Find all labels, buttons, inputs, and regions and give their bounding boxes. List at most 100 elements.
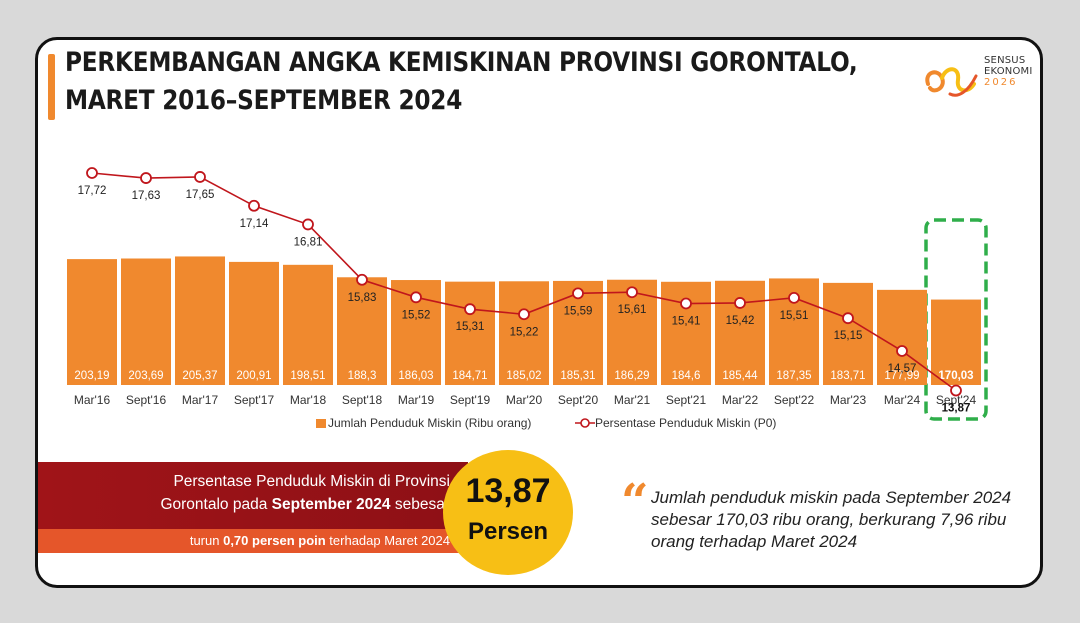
line-point-9 (572, 287, 584, 300)
bar-label-16: 170,03 (938, 370, 973, 382)
summary-subbanner-text: turun 0,70 persen poin terhadap Maret 20… (190, 533, 450, 548)
x-tick-16: Sept'24 (936, 393, 977, 407)
sub-pre: turun (189, 533, 224, 548)
bar-label-14: 183,71 (830, 370, 865, 382)
bar-label-6: 186,03 (398, 370, 433, 382)
line-point-7 (464, 303, 476, 316)
x-tick-10: Mar'21 (614, 393, 651, 407)
line-label-1: 17,63 (132, 190, 161, 202)
line-label-4: 16,81 (294, 236, 323, 248)
x-tick-11: Sept'21 (666, 393, 707, 407)
bar-5 (337, 277, 387, 385)
line-point-13 (788, 291, 800, 304)
bar-label-7: 184,71 (452, 370, 487, 382)
line-point-0 (86, 167, 98, 179)
x-tick-3: Sept'17 (234, 393, 275, 407)
x-tick-4: Mar'18 (290, 393, 327, 407)
bar-label-9: 185,31 (560, 370, 595, 382)
bar-7 (445, 281, 495, 385)
bar-label-10: 186,29 (614, 370, 649, 382)
bar-label-3: 200,91 (236, 370, 271, 382)
legend-line-label: Persentase Penduduk Miskin (P0) (595, 416, 776, 430)
legend-bar-label: Jumlah Penduduk Miskin (Ribu orang) (328, 416, 531, 430)
quote-text: Jumlah penduduk miskin pada September 20… (651, 488, 1012, 551)
bar-16 (931, 299, 981, 385)
legend-line-marker (580, 418, 590, 428)
line-label-0: 17,72 (78, 185, 107, 197)
bar-label-0: 203,19 (74, 370, 109, 382)
bar-2 (175, 256, 225, 385)
x-tick-14: Mar'23 (830, 393, 867, 407)
highlight-value-circle: 13,87 Persen (443, 450, 573, 575)
summary-subbanner: turun 0,70 persen poin terhadap Maret 20… (38, 529, 468, 553)
title-line-2: MARET 2016–SEPTEMBER 2024 (65, 85, 463, 116)
line-label-15: 14,57 (888, 363, 917, 375)
line-point-10 (626, 286, 638, 299)
bar-label-5: 188,3 (348, 370, 377, 382)
line-point-14 (842, 312, 854, 325)
bar-4 (283, 264, 333, 385)
line-label-11: 15,41 (672, 316, 701, 328)
x-tick-9: Sept'20 (558, 393, 599, 407)
x-tick-15: Mar'24 (884, 393, 921, 407)
bar-label-4: 198,51 (290, 370, 325, 382)
line-label-2: 17,65 (186, 189, 215, 201)
bar-8 (499, 281, 549, 385)
line-point-11 (680, 297, 692, 310)
x-tick-1: Sept'16 (126, 393, 167, 407)
quote-icon: “ (621, 474, 649, 530)
line-label-12: 15,42 (726, 315, 755, 327)
x-tick-13: Sept'22 (774, 393, 815, 407)
logo-text-3: 2026 (984, 77, 1018, 88)
logo-text-2: EKONOMI (984, 66, 1033, 77)
summary-line-1: Persentase Penduduk Miskin di Provinsi (173, 473, 450, 490)
bar-15 (877, 289, 927, 385)
line-label-5: 15,83 (348, 292, 377, 304)
bar-3 (229, 261, 279, 385)
bar-label-1: 203,69 (128, 370, 163, 382)
x-tick-0: Mar'16 (74, 393, 111, 407)
summary-banner: Persentase Penduduk Miskin di Provinsi G… (38, 462, 468, 529)
line-point-8 (518, 308, 530, 321)
summary-line-2-post: sebesar (390, 496, 450, 513)
bar-label-11: 184,6 (672, 370, 701, 382)
line-point-15 (896, 345, 908, 357)
x-tick-6: Mar'19 (398, 393, 435, 407)
summary-line-2: Gorontalo pada September 2024 sebesar (50, 493, 450, 516)
bar-label-13: 187,35 (776, 370, 811, 382)
sub-bold: 0,70 persen poin (223, 533, 326, 548)
legend-bar-swatch (316, 419, 326, 428)
line-label-10: 15,61 (618, 304, 647, 316)
line-label-9: 15,59 (564, 305, 593, 317)
line-point-6 (410, 291, 422, 304)
page-title: PERKEMBANGAN ANGKA KEMISKINAN PROVINSI G… (65, 44, 858, 120)
logo-text-1: SENSUS (984, 55, 1026, 66)
poverty-chart: 203,19 Mar'16 203,69 Sept'16 205,37 Mar'17 200… (67, 167, 988, 430)
line-label-13: 15,51 (780, 310, 809, 322)
bar-label-8: 185,02 (506, 370, 541, 382)
line-point-5 (356, 273, 368, 286)
title-accent-bar (48, 54, 55, 120)
line-point-16 (950, 384, 962, 397)
bar-1 (121, 258, 171, 385)
bar-0 (67, 259, 117, 385)
line-label-8: 15,22 (510, 326, 539, 338)
line-point-4 (302, 218, 314, 231)
line-label-14: 15,15 (834, 330, 863, 342)
summary-banner-text: Persentase Penduduk Miskin di Provinsi G… (50, 470, 450, 516)
line-label-3: 17,14 (240, 218, 269, 230)
sensus-ekonomi-logo-icon (925, 67, 978, 97)
x-tick-2: Mar'17 (182, 393, 219, 407)
title-line-1: PERKEMBANGAN ANGKA KEMISKINAN PROVINSI G… (65, 47, 858, 78)
line-label-6: 15,52 (402, 309, 431, 321)
summary-line-2-pre: Gorontalo pada (160, 496, 272, 513)
bar-14 (823, 282, 873, 385)
bar-label-2: 205,37 (182, 370, 217, 382)
bar-label-12: 185,44 (722, 370, 758, 382)
highlight-unit: Persen (467, 518, 549, 545)
x-tick-12: Mar'22 (722, 393, 759, 407)
x-tick-5: Sept'18 (342, 393, 383, 407)
infographic-card: PERKEMBANGAN ANGKA KEMISKINAN PROVINSI G… (35, 37, 1043, 588)
line-point-3 (248, 199, 260, 212)
line-point-12 (734, 297, 746, 309)
